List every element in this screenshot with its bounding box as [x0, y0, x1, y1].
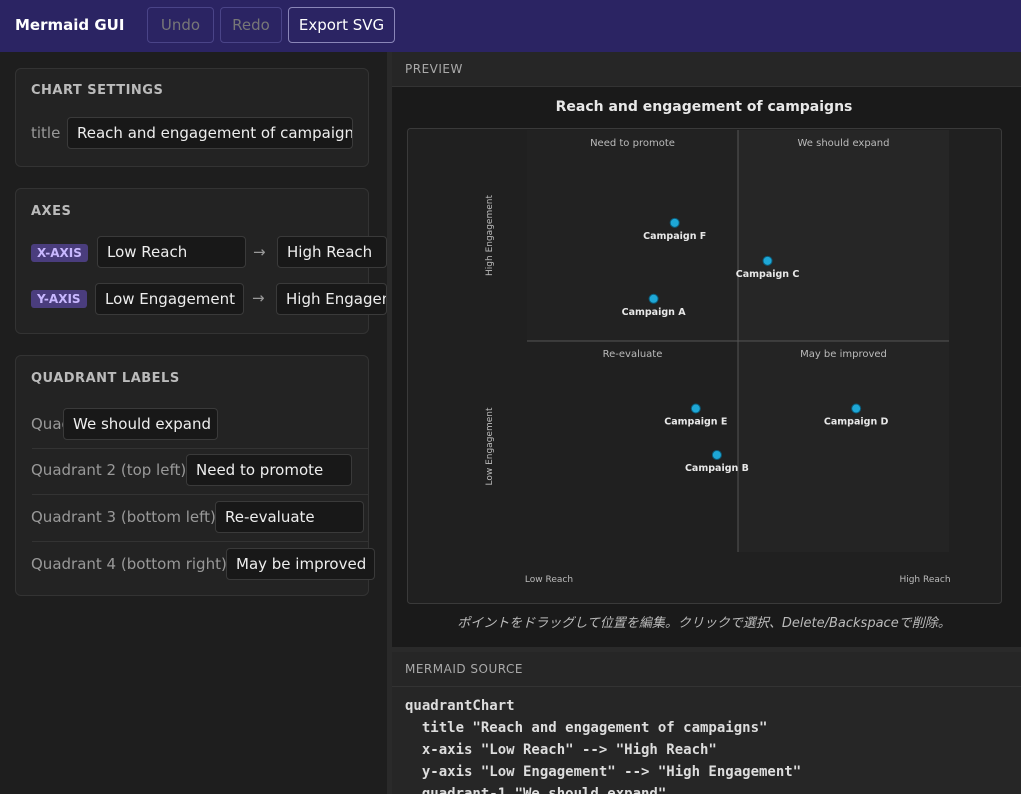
heading: CHART SETTINGS: [31, 83, 164, 98]
data-point[interactable]: [711, 449, 722, 460]
point-label: Campaign F: [643, 231, 706, 242]
header: Mermaid GUI Undo Redo Export SVG: [0, 0, 1021, 52]
x-axis-label: Low Reach: [525, 575, 573, 585]
separator: [32, 494, 368, 495]
y-axis-label: Low Engagement: [485, 407, 495, 485]
heading: PREVIEW: [405, 62, 463, 76]
data-point[interactable]: [669, 217, 680, 228]
point-label: Campaign C: [736, 269, 800, 280]
heading: QUADRANT LABELS: [31, 371, 180, 386]
axes-card: AXES X-AXIS Low Reach → High Reach Y-AXI…: [15, 188, 387, 334]
data-point[interactable]: [648, 293, 659, 304]
divider: [387, 52, 392, 794]
quadrant-labels-card: QUADRANT LABELS Quadrant 1 (top right)We…: [15, 355, 375, 596]
heading: MERMAID SOURCE: [405, 662, 523, 676]
separator: [392, 686, 1021, 687]
y-high-input[interactable]: High Engagement: [276, 283, 387, 315]
y-low-input[interactable]: Low Engagement: [95, 283, 244, 315]
quadrant-label: Quadrant 3 (bottom left): [31, 508, 216, 526]
chart-title: Reach and engagement of campaigns: [556, 99, 853, 115]
arrow: →: [253, 243, 266, 261]
quadrant: [738, 130, 949, 341]
heading: AXES: [31, 204, 72, 219]
title-input[interactable]: Reach and engagement of campaigns: [67, 117, 353, 149]
quadrant-chart: Reach and engagement of campaigns We sho…: [407, 99, 1002, 604]
data-point[interactable]: [851, 403, 862, 414]
undo-button[interactable]: Undo: [147, 7, 214, 43]
point-label: Campaign D: [824, 417, 889, 428]
export-button[interactable]: Export SVG: [288, 7, 395, 43]
y-axis-label: High Engagement: [485, 195, 495, 276]
quadrant-title: May be improved: [800, 349, 887, 360]
title-label: title: [31, 124, 61, 142]
quadrant: [527, 341, 738, 552]
preview-header: PREVIEW: [392, 52, 1021, 87]
source-panel: MERMAID SOURCE quadrantChart title "Reac…: [392, 652, 1021, 794]
hint: ポイントをドラッグして位置を編集。クリックで選択、Delete/Backspac…: [457, 616, 951, 631]
quadrant: [738, 341, 949, 552]
quadrant-label: Quadrant 2 (top left): [31, 461, 187, 479]
quadrant-title: Re-evaluate: [603, 349, 663, 360]
app-title: Mermaid GUI: [15, 16, 125, 34]
separator: [32, 541, 368, 542]
separator: [32, 448, 368, 449]
quadrant-input[interactable]: May be improved: [226, 548, 375, 580]
quadrant-title: We should expand: [798, 138, 890, 149]
settings-panel: CHART SETTINGS title Reach and engagemen…: [0, 52, 387, 794]
y-axis-tag: Y-AXIS: [31, 290, 87, 308]
x-axis-tag: X-AXIS: [31, 244, 88, 262]
quadrant-label: Quadrant 4 (bottom right): [31, 555, 227, 573]
source-line: title "Reach and engagement of campaigns…: [405, 720, 768, 736]
x-high-input[interactable]: High Reach: [277, 236, 387, 268]
divider: [392, 647, 1021, 652]
source-line: quadrantChart: [405, 698, 515, 714]
data-point[interactable]: [762, 255, 773, 266]
source-line: y-axis "Low Engagement" --> "High Engage…: [405, 764, 802, 780]
chart-settings-card: CHART SETTINGS title Reach and engagemen…: [15, 68, 369, 167]
quadrant-input[interactable]: Need to promote: [186, 454, 352, 486]
preview-panel: PREVIEW Reach and engagement of campaign…: [392, 52, 1021, 647]
x-axis-label: High Reach: [899, 575, 950, 585]
data-point[interactable]: [690, 403, 701, 414]
point-label: Campaign A: [622, 307, 687, 318]
quadrant-input[interactable]: We should expand: [63, 408, 218, 440]
source-line: quadrant-1 "We should expand": [405, 786, 667, 794]
quadrant-title: Need to promote: [590, 138, 675, 149]
x-low-input[interactable]: Low Reach: [97, 236, 246, 268]
arrow: →: [252, 289, 265, 307]
quadrant-input[interactable]: Re-evaluate: [215, 501, 364, 533]
quadrant: [527, 130, 738, 341]
source-line: x-axis "Low Reach" --> "High Reach": [405, 742, 717, 758]
point-label: Campaign B: [685, 463, 749, 474]
point-label: Campaign E: [664, 417, 727, 428]
redo-button[interactable]: Redo: [220, 7, 282, 43]
